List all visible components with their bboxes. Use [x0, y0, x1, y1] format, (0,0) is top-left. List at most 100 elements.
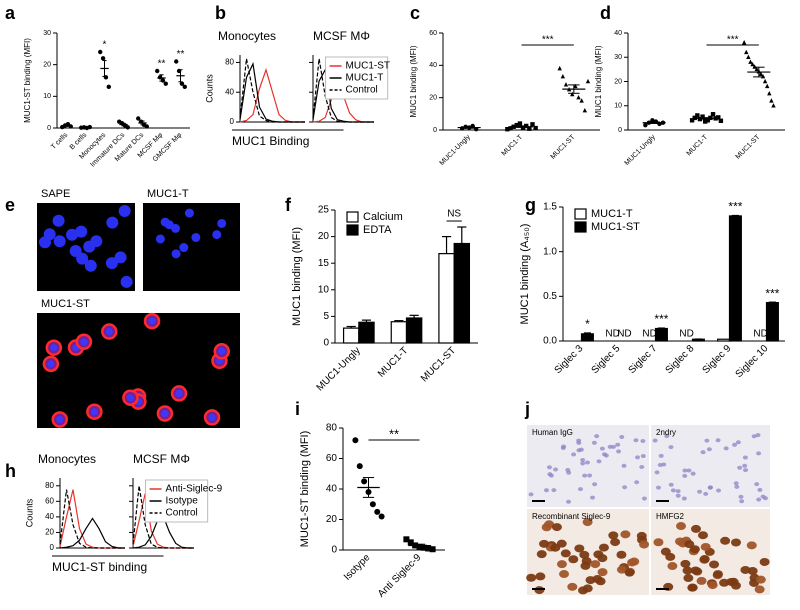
cell [590, 560, 601, 569]
data-point [765, 83, 770, 89]
data-point [560, 74, 566, 79]
cell [551, 488, 557, 493]
image-label: Human IgG [532, 428, 573, 437]
cell [535, 572, 546, 581]
y-tick-label: 10 [43, 93, 51, 100]
cell-nucleus [148, 317, 156, 325]
cell [667, 562, 678, 571]
data-point [750, 61, 755, 67]
cell [52, 214, 65, 227]
cell [681, 496, 687, 501]
cell [633, 438, 639, 443]
cell [720, 536, 731, 545]
x-tick-label: MUC1-T [501, 133, 525, 157]
cell [624, 568, 635, 577]
bracket-label: *** [727, 35, 739, 46]
bracket-label: NS [447, 209, 461, 220]
x-tick-label: T cells [50, 131, 70, 151]
image-label: 2ndry [656, 428, 676, 437]
cell [682, 566, 693, 575]
y-axis-label: MUC1 binding (A₄₅₀) [519, 224, 531, 325]
data-point [705, 118, 711, 123]
panel-letter: a [5, 3, 16, 23]
x-tick-label: Siglec 10 [734, 343, 771, 380]
value-label: ND [679, 329, 693, 340]
data-point [106, 84, 111, 90]
data-point [643, 122, 648, 128]
cell [756, 497, 762, 502]
cell [665, 552, 676, 561]
cell [599, 446, 605, 451]
data-point [585, 78, 591, 84]
x-tick-label: Siglec 9 [701, 343, 734, 376]
cell-nucleus [50, 344, 58, 352]
legend-label: MUC1-ST [591, 221, 640, 233]
cell [760, 494, 766, 499]
data-point [530, 122, 535, 127]
cell [568, 555, 579, 564]
data-point [576, 95, 581, 100]
cell [577, 487, 583, 492]
cell [682, 473, 688, 478]
cell [728, 577, 739, 586]
y-tick-label: 0.5 [543, 291, 557, 302]
cell [619, 434, 625, 439]
bar [717, 338, 731, 342]
cell [697, 531, 708, 540]
cell [608, 531, 619, 540]
data-point [174, 59, 179, 64]
y-tick-label: 80 [45, 481, 54, 490]
data-point [182, 84, 187, 90]
cell [105, 257, 118, 270]
legend-box [145, 479, 209, 523]
data-point [155, 68, 160, 74]
data-point [425, 545, 432, 552]
cell [699, 555, 710, 564]
cell [534, 586, 545, 595]
y-tick-label: 10 [614, 103, 622, 110]
cell [587, 473, 593, 478]
legend-label: Isotype [166, 496, 199, 507]
significance: ** [177, 49, 185, 60]
cell [690, 471, 696, 476]
histogram-curve [59, 517, 125, 549]
data-point [527, 126, 532, 131]
x-tick-label: Siglec 3 [553, 343, 586, 376]
cell [580, 458, 586, 463]
y-tick-label: 5 [323, 311, 329, 322]
y-tick-label: 0 [47, 125, 51, 132]
bar [342, 327, 360, 344]
cell [735, 440, 741, 445]
cell [591, 440, 597, 445]
significance: *** [654, 312, 668, 326]
x-tick-label: MUC1-ST [735, 133, 762, 160]
cell [118, 205, 131, 218]
data-point [514, 122, 519, 128]
cell [739, 499, 745, 504]
data-point [744, 49, 749, 55]
cell [536, 550, 547, 559]
x-tick-label: MUC1-T [376, 345, 410, 379]
legend-swatch [346, 224, 359, 236]
cell-nucleus [90, 408, 98, 416]
data-point [695, 113, 700, 118]
cell [697, 489, 703, 494]
y-tick-label: 80 [225, 58, 234, 67]
y-axis-label: Counts [24, 498, 34, 527]
cell [551, 523, 562, 532]
cell [620, 530, 631, 539]
cell [550, 543, 561, 552]
histogram-curve [132, 485, 194, 549]
cell [723, 446, 729, 451]
data-point [420, 544, 427, 551]
cell [560, 549, 571, 558]
panel-letter: f [285, 195, 292, 215]
legend-swatch [346, 211, 359, 223]
cell [712, 570, 723, 579]
data-point [374, 508, 381, 515]
data-point [163, 81, 168, 86]
cell [543, 488, 549, 493]
cell [615, 442, 621, 447]
cell [597, 554, 608, 563]
cell [664, 434, 670, 439]
